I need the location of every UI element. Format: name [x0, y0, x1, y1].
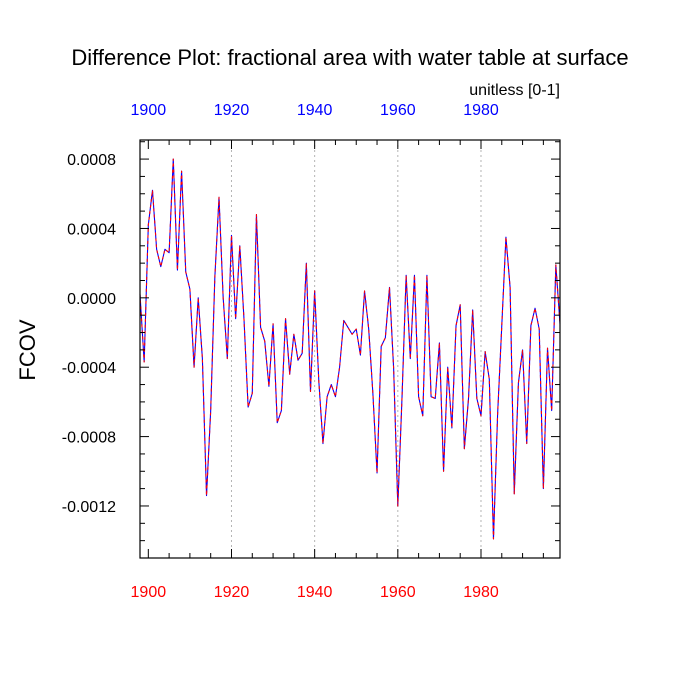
- y-axis-label: FCOV: [15, 319, 40, 380]
- x-tick-label-bottom: 1980: [463, 584, 499, 601]
- y-tick-label: 0.0000: [67, 291, 116, 308]
- y-tick-label: -0.0012: [62, 499, 116, 516]
- y-tick-label: 0.0004: [67, 221, 116, 238]
- x-tick-label-bottom: 1940: [297, 584, 333, 601]
- x-tick-label-bottom: 1920: [214, 584, 250, 601]
- x-tick-label-bottom: 1900: [131, 584, 167, 601]
- x-tick-label-bottom: 1960: [380, 584, 416, 601]
- x-axis-ticks: 1900 1900 1920 1920 1940 1940 1960 1960 1980 1980: [131, 102, 544, 601]
- x-tick-label-top: 1900: [131, 102, 167, 119]
- chart-title: Difference Plot: fractional area with wa…: [71, 45, 628, 70]
- plot-frame: [139, 139, 561, 559]
- x-tick-label-top: 1960: [380, 102, 416, 119]
- x-tick-label-top: 1980: [463, 102, 499, 119]
- series-line: [139, 158, 561, 540]
- data-series: [139, 158, 561, 540]
- units-label: unitless [0-1]: [469, 82, 560, 99]
- x-tick-label-top: 1940: [297, 102, 333, 119]
- series-line-overlay: [139, 158, 561, 540]
- y-tick-label: 0.0008: [67, 152, 116, 169]
- vertical-gridlines: [230, 140, 482, 558]
- y-tick-label: -0.0008: [62, 430, 116, 447]
- x-tick-label-top: 1920: [214, 102, 250, 119]
- y-tick-label: -0.0004: [62, 360, 116, 377]
- y-axis-ticks: 0.0008 0.0004 0.0000 -0.0004 -0.0008 -0.0012: [62, 141, 560, 559]
